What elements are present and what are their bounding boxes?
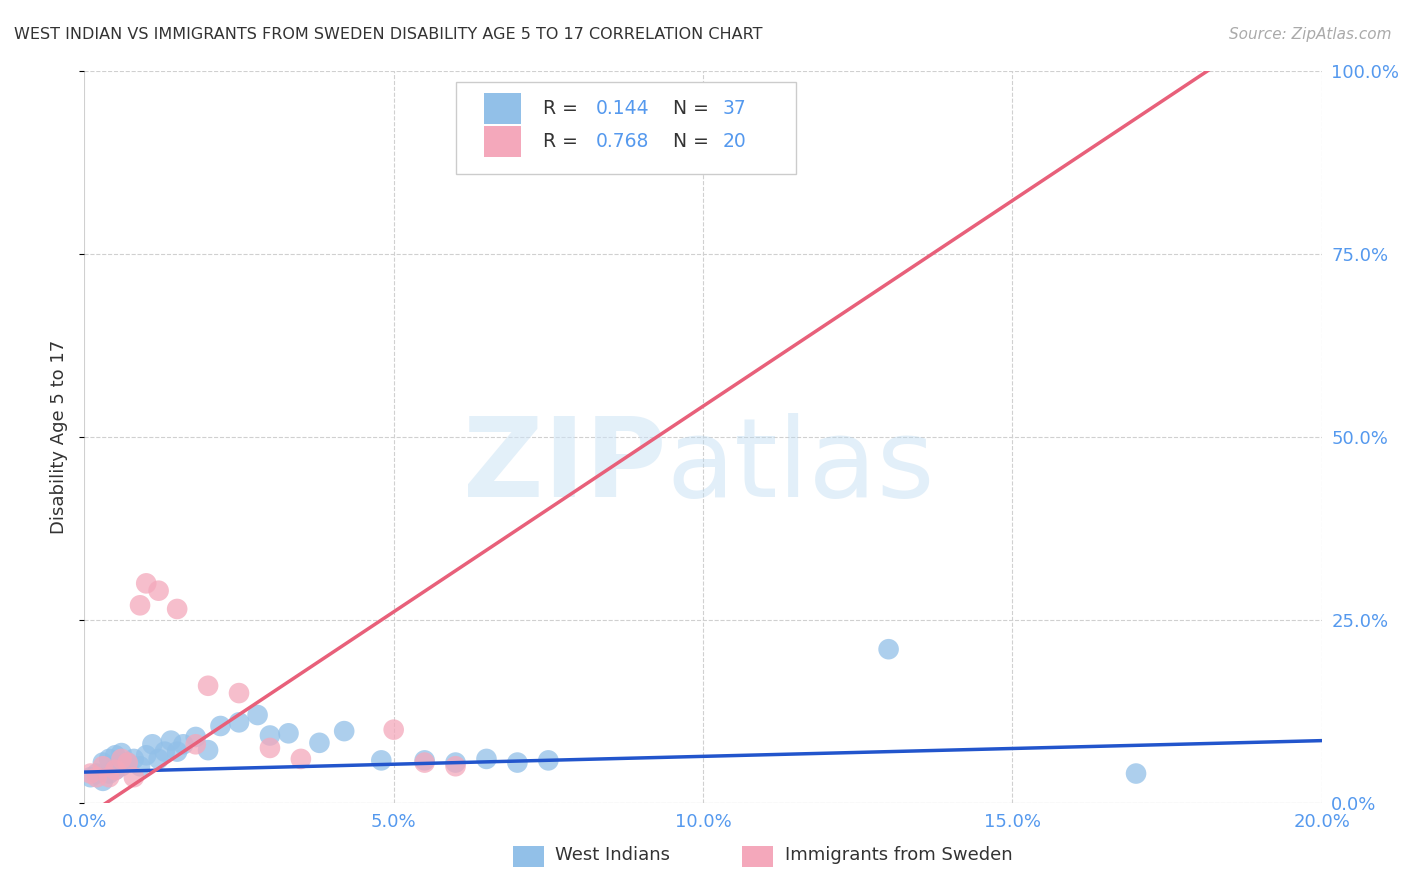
Text: 0.144: 0.144 (595, 99, 650, 118)
Text: West Indians: West Indians (555, 847, 671, 864)
FancyBboxPatch shape (484, 126, 522, 157)
Point (129, 759, 152, 773)
FancyBboxPatch shape (456, 82, 796, 174)
Point (110, 752, 132, 766)
Point (98, 766, 121, 780)
Point (1125, 766, 1147, 780)
Text: atlas: atlas (666, 413, 935, 520)
Text: 37: 37 (723, 99, 747, 118)
Point (246, 708, 269, 723)
Y-axis label: Disability Age 5 to 17: Disability Age 5 to 17 (51, 340, 69, 534)
Point (91, 756, 114, 770)
Point (104, 748, 127, 763)
Point (877, 642, 900, 657)
Point (197, 743, 219, 757)
Point (135, 748, 157, 763)
Point (382, 723, 405, 737)
Point (148, 752, 170, 766)
Point (160, 733, 183, 747)
Point (141, 737, 163, 751)
Point (98, 752, 121, 766)
Point (91, 773, 114, 788)
Point (333, 724, 356, 739)
FancyBboxPatch shape (484, 94, 522, 124)
Text: ZIP: ZIP (463, 413, 666, 520)
Point (184, 737, 207, 751)
Point (413, 753, 436, 767)
Point (117, 756, 139, 770)
Point (129, 599, 152, 613)
Point (537, 753, 560, 767)
Point (413, 756, 436, 770)
Point (166, 745, 188, 759)
Point (370, 753, 392, 767)
Point (122, 752, 145, 766)
Point (153, 745, 176, 759)
Point (110, 746, 132, 760)
Text: R =: R = (543, 99, 585, 118)
Point (104, 763, 127, 777)
Point (228, 686, 250, 700)
Point (506, 756, 529, 770)
Point (79, 766, 101, 780)
Text: Immigrants from Sweden: Immigrants from Sweden (785, 847, 1012, 864)
Point (172, 737, 194, 751)
Point (444, 756, 467, 770)
Point (166, 602, 188, 616)
Point (444, 759, 467, 773)
Point (184, 730, 207, 744)
Point (290, 752, 312, 766)
Text: N =: N = (661, 132, 714, 151)
Point (209, 719, 232, 733)
Point (91, 759, 114, 773)
Point (259, 740, 281, 755)
Point (86, 766, 108, 780)
Point (259, 729, 281, 743)
Point (110, 759, 132, 773)
Point (98, 770, 121, 784)
Text: Source: ZipAtlas.com: Source: ZipAtlas.com (1229, 27, 1392, 42)
Text: 20: 20 (723, 132, 747, 151)
Point (122, 770, 145, 784)
Text: 0.768: 0.768 (595, 132, 648, 151)
Point (475, 752, 498, 766)
Point (79, 770, 101, 784)
Point (148, 583, 170, 598)
Point (197, 679, 219, 693)
Point (308, 736, 330, 750)
Point (86, 770, 108, 784)
Point (104, 763, 127, 777)
Text: N =: N = (661, 99, 714, 118)
Text: WEST INDIAN VS IMMIGRANTS FROM SWEDEN DISABILITY AGE 5 TO 17 CORRELATION CHART: WEST INDIAN VS IMMIGRANTS FROM SWEDEN DI… (14, 27, 762, 42)
Point (117, 756, 139, 770)
Point (277, 726, 299, 740)
Text: R =: R = (543, 132, 585, 151)
Point (228, 715, 250, 730)
Point (135, 576, 157, 591)
